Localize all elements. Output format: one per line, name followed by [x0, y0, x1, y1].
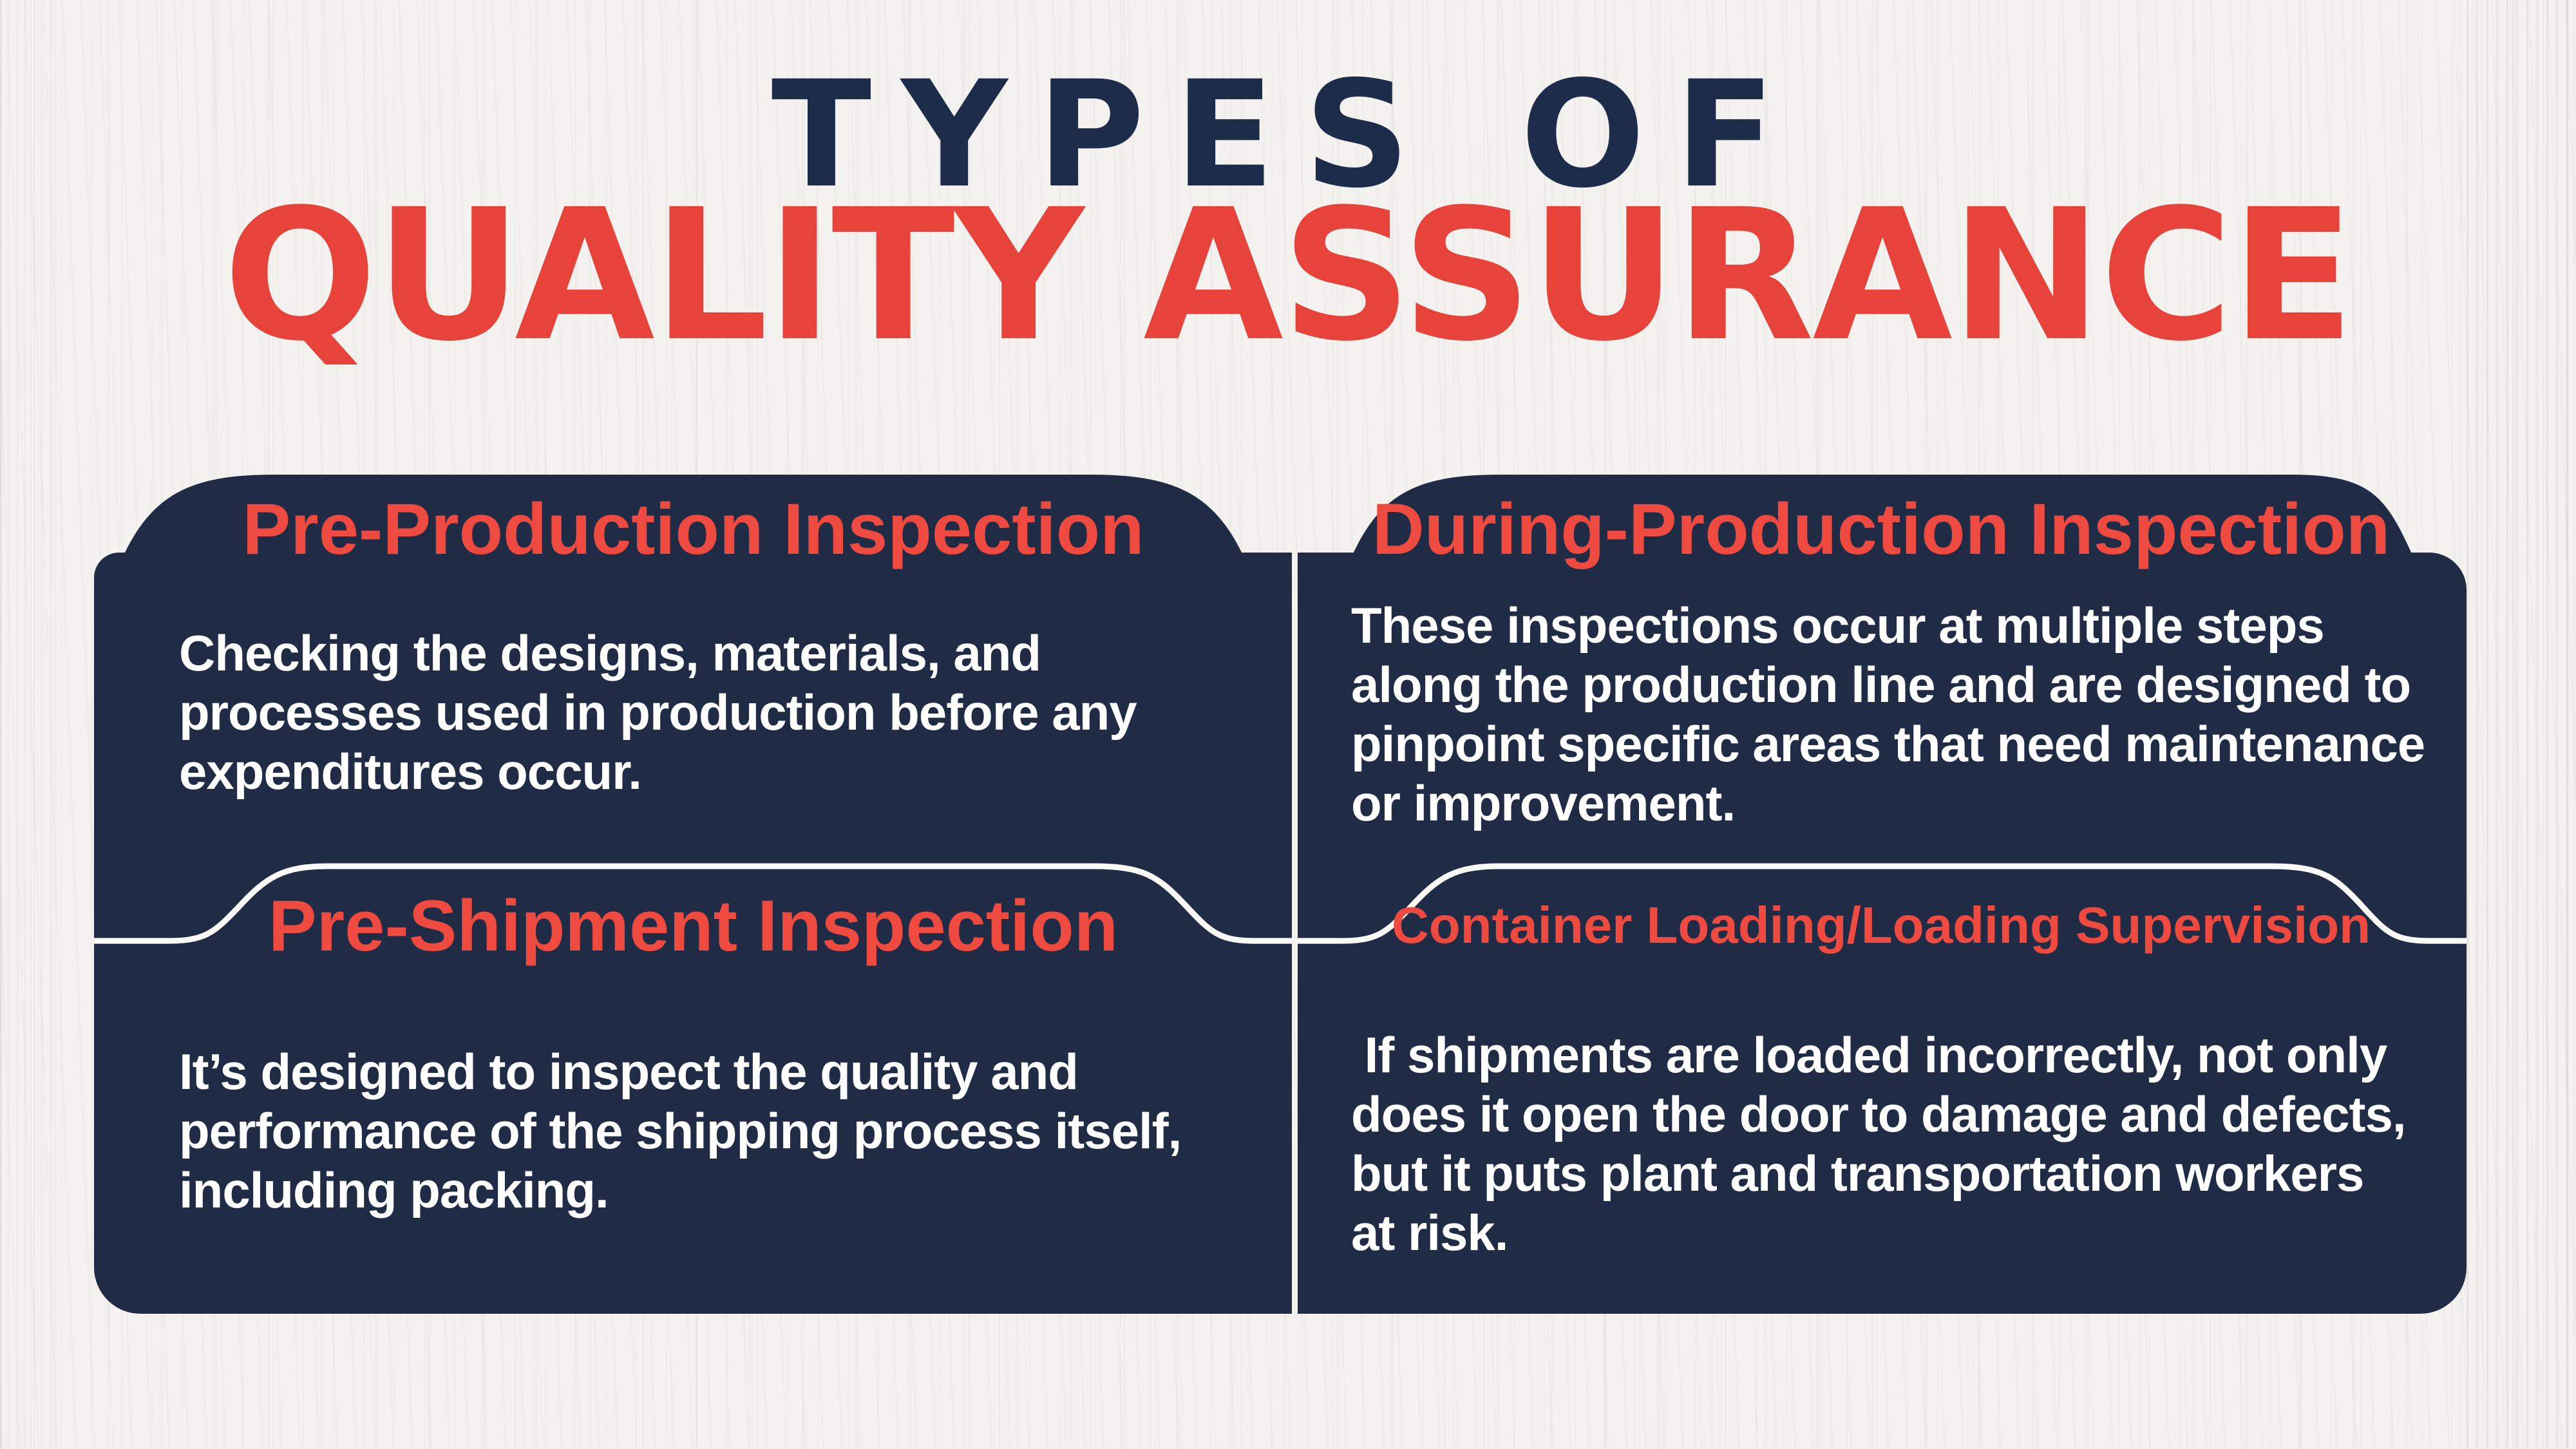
page-title-line-2: QUALITY ASSURANCE — [223, 171, 2354, 381]
left-edge-grunge — [0, 0, 52, 1449]
section-header-pre-shipment: Pre-Shipment Inspection — [268, 885, 1119, 966]
body-line: does it open the door to damage and defe… — [1351, 1086, 2407, 1142]
body-line: including packing. — [179, 1162, 609, 1218]
body-line: processes used in production before any — [179, 684, 1137, 741]
section-header-during-production: During-Production Inspection — [1372, 488, 2391, 569]
section-body-during-production: These inspections occur at multiple step… — [1351, 596, 2425, 833]
body-line: These inspections occur at multiple step… — [1351, 597, 2325, 654]
body-line: at risk. — [1351, 1204, 1508, 1261]
body-line: expenditures occur. — [179, 743, 642, 800]
body-line: pinpoint specific areas that need mainte… — [1351, 715, 2425, 772]
body-line: performance of the shipping process itse… — [179, 1103, 1182, 1159]
body-line: It’s designed to inspect the quality and — [179, 1043, 1079, 1100]
right-edge-grunge — [2467, 0, 2576, 1449]
section-header-container-loading: Container Loading/Loading Supervision — [1391, 896, 2371, 954]
section-header-pre-production: Pre-Production Inspection — [242, 488, 1144, 569]
body-line: along the production line and are design… — [1351, 656, 2411, 713]
page-title-line-1: TYPES OF — [771, 49, 1805, 220]
body-line: Checking the designs, materials, and — [179, 625, 1041, 681]
during-production-tab-shape — [1352, 475, 2412, 555]
section-body-pre-production: Checking the designs, materials, and pro… — [179, 623, 1137, 801]
section-body-container-loading: If shipments are loaded incorrectly, not… — [1351, 1025, 2407, 1262]
body-line: but it puts plant and transportation wor… — [1351, 1145, 2364, 1202]
container-loading-tab-outline — [1298, 863, 2467, 944]
left-panel-body-shape — [94, 553, 1292, 1314]
right-panel-body-shape — [1298, 553, 2467, 1314]
section-body-pre-shipment: It’s designed to inspect the quality and… — [179, 1042, 1182, 1220]
pre-production-tab-shape — [124, 475, 1243, 555]
body-line: or improvement. — [1351, 775, 1736, 831]
body-line: If shipments are loaded incorrectly, not… — [1351, 1027, 2388, 1083]
pre-shipment-tab-outline — [94, 863, 1292, 944]
